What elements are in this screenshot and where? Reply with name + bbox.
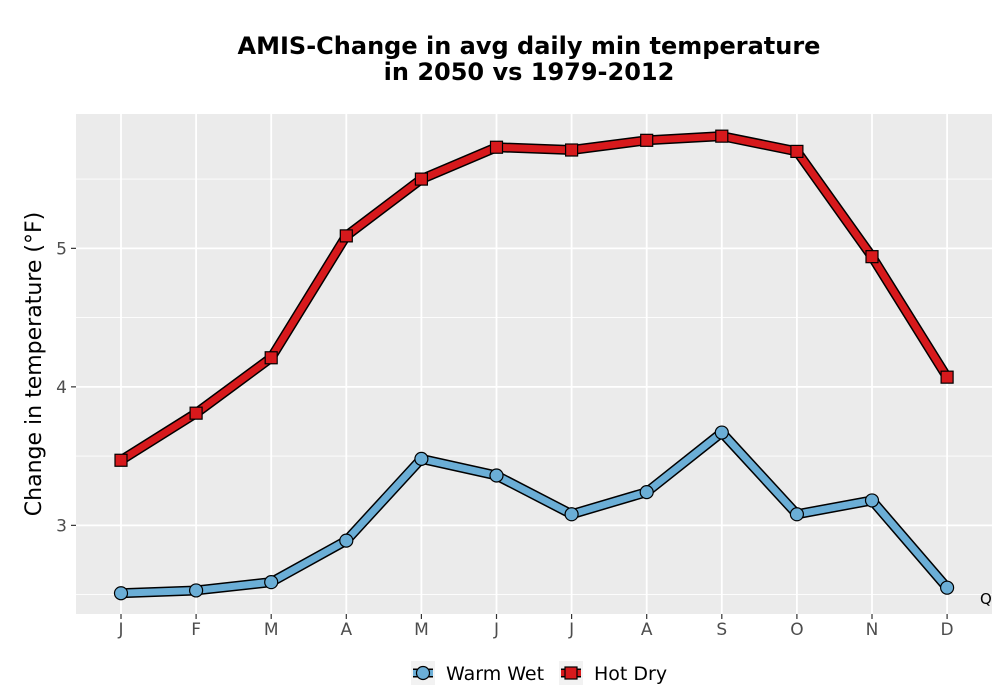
- data-point: [189, 583, 204, 598]
- x-tick-label: J: [493, 620, 499, 640]
- x-tick-label: A: [641, 620, 653, 640]
- data-point: [113, 586, 129, 601]
- legend-label: Hot Dry: [594, 663, 667, 685]
- y-axis-title: Change in temperature (°F): [22, 212, 47, 516]
- legend-label: Warm Wet: [446, 663, 544, 685]
- data-point: [564, 143, 579, 157]
- data-point: [489, 468, 504, 483]
- legend-item: Warm Wet: [411, 661, 544, 685]
- data-point: [114, 453, 128, 467]
- y-axis: 3 4 5: [56, 239, 76, 536]
- x-tick-label: F: [191, 620, 201, 640]
- data-point: [715, 129, 729, 143]
- data-point: [790, 144, 804, 158]
- data-point: [489, 140, 504, 154]
- legend: Warm Wet Hot Dry: [411, 661, 667, 685]
- series-line: [117, 429, 951, 597]
- data-point: [939, 580, 955, 595]
- legend-key-marker: [415, 665, 431, 681]
- legend-key-marker: [564, 666, 578, 680]
- data-point: [640, 133, 654, 147]
- series-line: [117, 132, 951, 464]
- data-point: [264, 575, 279, 590]
- data-point: [789, 507, 805, 522]
- data-point: [564, 507, 579, 522]
- series-layer: [113, 129, 955, 601]
- legend-item: Hot Dry: [559, 661, 667, 685]
- series-hot-dry: [114, 129, 954, 467]
- data-point: [414, 451, 429, 466]
- data-point: [339, 533, 354, 548]
- data-point: [940, 370, 954, 384]
- data-point: [865, 250, 879, 264]
- x-tick-label: N: [866, 620, 879, 640]
- x-tick-label: S: [716, 620, 727, 640]
- data-point: [189, 406, 203, 420]
- data-point: [339, 229, 353, 243]
- data-point: [714, 425, 729, 440]
- x-tick-label: M: [414, 620, 429, 640]
- annotation-label: Q: [980, 590, 992, 608]
- x-tick-label: A: [340, 620, 352, 640]
- y-tick-label: 5: [56, 239, 67, 259]
- data-point: [864, 493, 880, 508]
- y-tick-label: 3: [56, 516, 67, 536]
- x-tick-label: D: [941, 620, 954, 640]
- x-tick-label: M: [264, 620, 279, 640]
- x-tick-label: J: [117, 620, 123, 640]
- y-tick-label: 4: [56, 378, 67, 398]
- x-tick-label: J: [568, 620, 574, 640]
- plot-panel: [76, 114, 992, 614]
- data-point: [414, 172, 428, 186]
- series-warm-wet: [113, 425, 955, 601]
- data-point: [639, 485, 654, 500]
- data-point: [264, 351, 278, 365]
- x-tick-label: O: [790, 620, 803, 640]
- chart-title: AMIS-Change in avg daily min temperature…: [238, 32, 821, 86]
